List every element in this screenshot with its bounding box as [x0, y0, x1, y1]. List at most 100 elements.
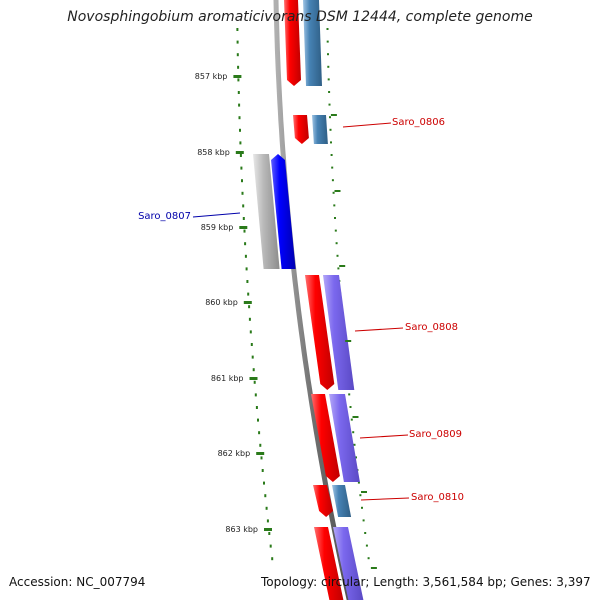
- tick-dot: [362, 519, 365, 522]
- tick-dot: [350, 418, 353, 421]
- tick-dot: [333, 204, 336, 207]
- cds-block-saro-0806: [312, 115, 328, 144]
- tick-dot: [269, 544, 272, 548]
- tick-marks: 857 kbp 858 kbp 859 kbp 860 kbp 861 kbp 862 k…: [195, 72, 377, 569]
- gene-labels: Saro_0806 Saro_0807 Saro_0808 Saro_0809 Saro…: [138, 117, 464, 503]
- tick-dot: [349, 406, 352, 408]
- gene-label-saro-0810: Saro_0810: [411, 492, 464, 503]
- tick-dot: [248, 317, 251, 321]
- tick-dot: [239, 141, 242, 145]
- tick-dot: [337, 267, 340, 270]
- tick-dot: [329, 128, 332, 131]
- tick-dot: [246, 280, 249, 283]
- tick-dot: [334, 217, 336, 219]
- gene-features: [253, 0, 364, 600]
- tick-dot: [245, 267, 248, 271]
- tick-dot: [244, 254, 247, 258]
- tick-dot: [239, 128, 241, 132]
- tick-dot: [247, 292, 250, 296]
- tick-dot: [355, 456, 357, 459]
- tick-label: 857 kbp: [195, 72, 228, 81]
- tick-dot: [244, 242, 247, 246]
- tick-dot: [266, 519, 269, 523]
- cds-block-saro-0805: [303, 0, 322, 86]
- tick-dot: [248, 305, 251, 309]
- tick-dot: [271, 557, 274, 561]
- cds-block-saro-0811: [333, 527, 364, 600]
- tick-mark: [243, 301, 252, 304]
- tick-mark-outer: [339, 265, 346, 267]
- tick-label: 863 kbp: [225, 525, 258, 534]
- tick-dot: [253, 380, 256, 384]
- gene-label-saro-0809: Saro_0809: [409, 429, 462, 440]
- tick-mark: [256, 452, 265, 455]
- tick-dot: [330, 154, 333, 156]
- gene-arrow-saro-0808: [305, 275, 335, 390]
- tick-mark: [264, 528, 272, 531]
- tick-label: 860 kbp: [205, 298, 238, 307]
- tick-dot: [364, 532, 367, 534]
- tick-dot: [259, 443, 262, 447]
- gene-arrow-saro-0809: [311, 394, 340, 482]
- tick-dot: [255, 406, 258, 409]
- tick-dot: [335, 242, 338, 245]
- tick-dot: [238, 116, 241, 120]
- tick-mark-outer: [345, 340, 352, 342]
- tick-dot: [265, 506, 268, 510]
- tick-dot: [241, 179, 243, 183]
- gene-label-leader: [360, 497, 410, 501]
- tick-dot: [327, 65, 330, 68]
- tick-dot: [241, 191, 244, 195]
- tick-dot: [326, 40, 329, 43]
- gene-label-leader: [192, 212, 241, 218]
- tick-dot: [240, 166, 243, 170]
- tick-dot: [361, 506, 363, 509]
- gene-arrow-saro-0807: [271, 154, 296, 269]
- tick-dot: [334, 229, 337, 232]
- tick-dot: [332, 191, 335, 194]
- tick-mark: [233, 75, 242, 78]
- cds-block-saro-0810: [332, 485, 352, 517]
- gene-label-leader: [354, 327, 404, 332]
- tick-dot: [250, 343, 253, 346]
- tick-dot: [243, 229, 246, 233]
- tick-dot: [353, 443, 356, 446]
- gene-arrow-saro-0805: [284, 0, 301, 86]
- tick-dot: [237, 91, 240, 94]
- tick-dot: [336, 254, 339, 257]
- tick-dot: [236, 40, 239, 44]
- tick-dot: [327, 53, 329, 56]
- tick-dot: [367, 557, 370, 560]
- tick-dot: [258, 431, 261, 435]
- tick-dot: [236, 28, 239, 31]
- tick-dot: [236, 53, 239, 57]
- gene-label-leader: [359, 434, 409, 439]
- tick-dot: [242, 204, 245, 208]
- tick-dot: [242, 217, 245, 220]
- tick-mark-outer: [352, 416, 359, 418]
- tick-dot: [239, 154, 242, 157]
- tick-dot: [326, 28, 329, 30]
- tick-dot: [359, 494, 362, 497]
- tick-dot: [328, 103, 331, 106]
- map-title: Novosphingobium aromaticivorans DSM 1244…: [67, 9, 533, 25]
- tick-mark: [239, 226, 248, 229]
- tick-mark: [249, 377, 258, 380]
- genome-summary-text: Topology: circular; Length: 3,561,584 bp…: [261, 575, 591, 589]
- tick-dot: [251, 355, 254, 359]
- tick-dot: [237, 65, 240, 69]
- gene-label-leader: [342, 122, 392, 128]
- tick-dot: [252, 368, 255, 372]
- tick-mark-outer: [330, 114, 337, 116]
- tick-dot: [237, 78, 240, 82]
- tick-dot: [257, 418, 259, 422]
- tick-label: 858 kbp: [197, 148, 230, 157]
- tick-dot: [357, 481, 360, 484]
- cds-block-saro-0809: [329, 394, 360, 482]
- tick-dot: [365, 544, 368, 547]
- cds-block-saro-0807: [253, 154, 280, 269]
- gene-arrow-saro-0811: [314, 527, 344, 600]
- gene-arrow-saro-0806: [293, 115, 309, 144]
- tick-dot: [352, 431, 355, 434]
